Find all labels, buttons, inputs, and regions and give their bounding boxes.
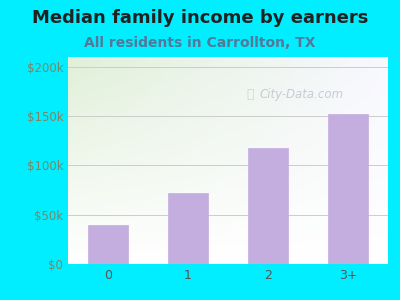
Bar xyxy=(88,225,128,264)
Bar xyxy=(168,193,208,264)
Text: ⓘ: ⓘ xyxy=(247,88,254,101)
Text: Median family income by earners: Median family income by earners xyxy=(32,9,368,27)
Text: All residents in Carrollton, TX: All residents in Carrollton, TX xyxy=(84,36,316,50)
Bar xyxy=(248,148,288,264)
Text: City-Data.com: City-Data.com xyxy=(260,88,344,101)
Bar xyxy=(328,114,368,264)
